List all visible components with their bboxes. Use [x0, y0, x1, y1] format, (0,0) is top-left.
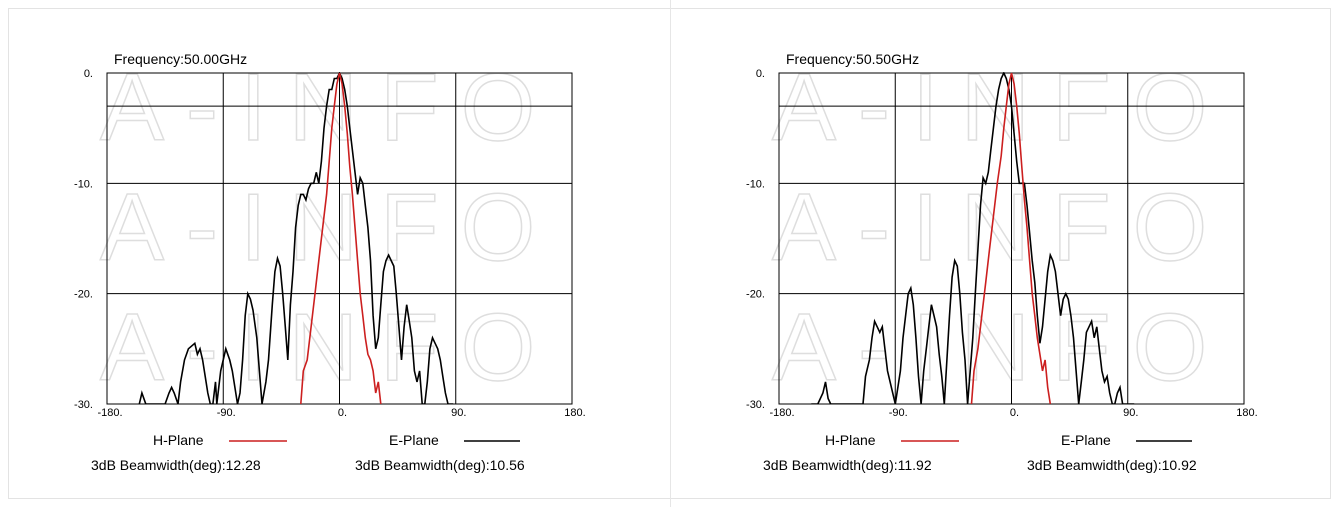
- chart-title: Frequency:50.00GHz: [114, 51, 247, 67]
- series-line-e-plane: [811, 72, 1135, 404]
- legend-label-1: H-Plane: [153, 432, 204, 448]
- legend-beamwidth-2: 3dB Beamwidth(deg):10.92: [1027, 457, 1197, 473]
- chart-1: A-INFOA-INFOA-INFOFrequency:50.00GHz0.-1…: [74, 51, 586, 473]
- y-tick-label: -20.: [74, 289, 93, 301]
- watermark-text-2: A-INFO: [100, 174, 557, 281]
- y-tick-label: -10.: [746, 178, 765, 190]
- chart-title: Frequency:50.50GHz: [786, 51, 919, 67]
- chart-panel-2: A-INFO A-INFO A-INFO Frequency:50.50GHz 0. -1…: [672, 0, 1339, 507]
- legend-label-1: H-Plane: [825, 432, 876, 448]
- series-line-h-plane: [300, 72, 382, 404]
- chart-2: A-INFOA-INFOA-INFOFrequency:50.50GHz0.-1…: [746, 51, 1258, 473]
- panel-divider: [670, 0, 671, 507]
- x-tick-label: -90.: [889, 407, 908, 419]
- legend-beamwidth-1: 3dB Beamwidth(deg):12.28: [91, 457, 261, 473]
- x-tick-label: 0.: [1010, 407, 1019, 419]
- legend-beamwidth-2: 3dB Beamwidth(deg):10.56: [355, 457, 525, 473]
- watermark-text-2: A-INFO: [772, 174, 1229, 281]
- x-tick-label: 180.: [1236, 407, 1257, 419]
- figure-frame: [8, 8, 1331, 499]
- watermark-text-3: A-INFO: [100, 294, 557, 401]
- watermark-text-1: A-INFO: [100, 54, 557, 161]
- legend-beamwidth-1: 3dB Beamwidth(deg):11.92: [763, 457, 932, 473]
- x-tick-label: 180.: [564, 407, 585, 419]
- x-tick-label: -180.: [97, 407, 122, 419]
- x-tick-label: 90.: [451, 407, 466, 419]
- x-tick-label: 0.: [338, 407, 347, 419]
- watermark-text-1: A-INFO: [772, 54, 1229, 161]
- y-tick-label: -20.: [746, 289, 765, 301]
- y-tick-label: -10.: [74, 178, 93, 190]
- legend-label-2: E-Plane: [389, 432, 439, 448]
- watermark-group: A-INFO A-INFO A-INFO: [771, 53, 1229, 402]
- grid: [106, 72, 573, 405]
- x-tick-label: -180.: [769, 407, 794, 419]
- y-tick-label: 0.: [756, 68, 765, 80]
- x-tick-label: 90.: [1123, 407, 1138, 419]
- legend-label-2: E-Plane: [1061, 432, 1111, 448]
- legend: H-Plane 3dB Beamwidth(deg):12.28 E-Plane 3d…: [91, 432, 525, 473]
- watermark-group: A-INFO A-INFO A-INFO: [99, 53, 557, 402]
- y-tick-label: 0.: [84, 68, 93, 80]
- series-line-h-plane: [970, 72, 1052, 404]
- chart-panel-1: A-INFO A-INFO A-INFO Frequency:50.00GHz 0. -1…: [74, 51, 586, 473]
- series-line-e-plane: [138, 72, 454, 404]
- y-tick-label: -30.: [74, 399, 93, 411]
- y-tick-label: -30.: [746, 399, 765, 411]
- legend: H-Plane 3dB Beamwidth(deg):11.92 E-Plane 3d…: [763, 432, 1197, 473]
- watermark-text-3: A-INFO: [772, 294, 1229, 401]
- x-tick-label: -90.: [217, 407, 236, 419]
